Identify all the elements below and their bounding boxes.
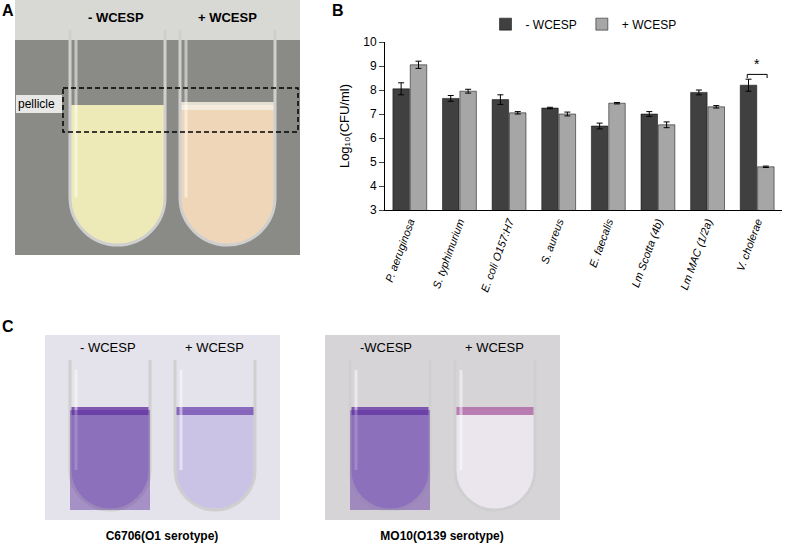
svg-text:4: 4 — [370, 179, 377, 193]
svg-text:+ WCESP: + WCESP — [622, 18, 676, 32]
svg-text:5: 5 — [370, 155, 377, 169]
svg-text:Lm MAC (1/2a): Lm MAC (1/2a) — [678, 217, 715, 291]
svg-text:MO10(O139 serotype): MO10(O139 serotype) — [380, 529, 503, 543]
svg-text:Log₁₀(CFU/ml): Log₁₀(CFU/ml) — [337, 84, 352, 168]
svg-text:10: 10 — [363, 35, 377, 49]
svg-text:E. coli O157:H7: E. coli O157:H7 — [478, 216, 516, 293]
svg-text:Lm Scotta (4b): Lm Scotta (4b) — [629, 217, 665, 289]
svg-text:8: 8 — [370, 83, 377, 97]
svg-text:+ WCESP: + WCESP — [185, 340, 244, 355]
svg-text:- WCESP: - WCESP — [526, 18, 577, 32]
svg-text:+ WCESP: + WCESP — [198, 10, 257, 25]
html-text:B: B — [332, 2, 344, 19]
html-text:A: A — [2, 2, 14, 19]
svg-text:C6706(O1 serotype): C6706(O1 serotype) — [106, 529, 219, 543]
svg-text:+ WCESP: + WCESP — [465, 340, 524, 355]
html-text:C: C — [2, 318, 14, 335]
svg-text:E. faecalis: E. faecalis — [587, 217, 616, 269]
svg-text:9: 9 — [370, 59, 377, 73]
svg-text:- WCESP: - WCESP — [88, 10, 144, 25]
svg-text:7: 7 — [370, 107, 377, 121]
svg-text:S. typhimurium: S. typhimurium — [430, 217, 466, 290]
svg-text:3: 3 — [370, 203, 377, 217]
svg-text:P. aeruginosa: P. aeruginosa — [383, 217, 417, 284]
svg-text:S. aureus: S. aureus — [538, 217, 566, 266]
svg-text:pellicle: pellicle — [18, 97, 55, 111]
svg-text:*: * — [754, 56, 760, 72]
svg-text:V. cholerae: V. cholerae — [734, 217, 764, 273]
svg-text:- WCESP: - WCESP — [80, 340, 136, 355]
svg-text:-WCESP: -WCESP — [360, 340, 412, 355]
svg-text:6: 6 — [370, 131, 377, 145]
